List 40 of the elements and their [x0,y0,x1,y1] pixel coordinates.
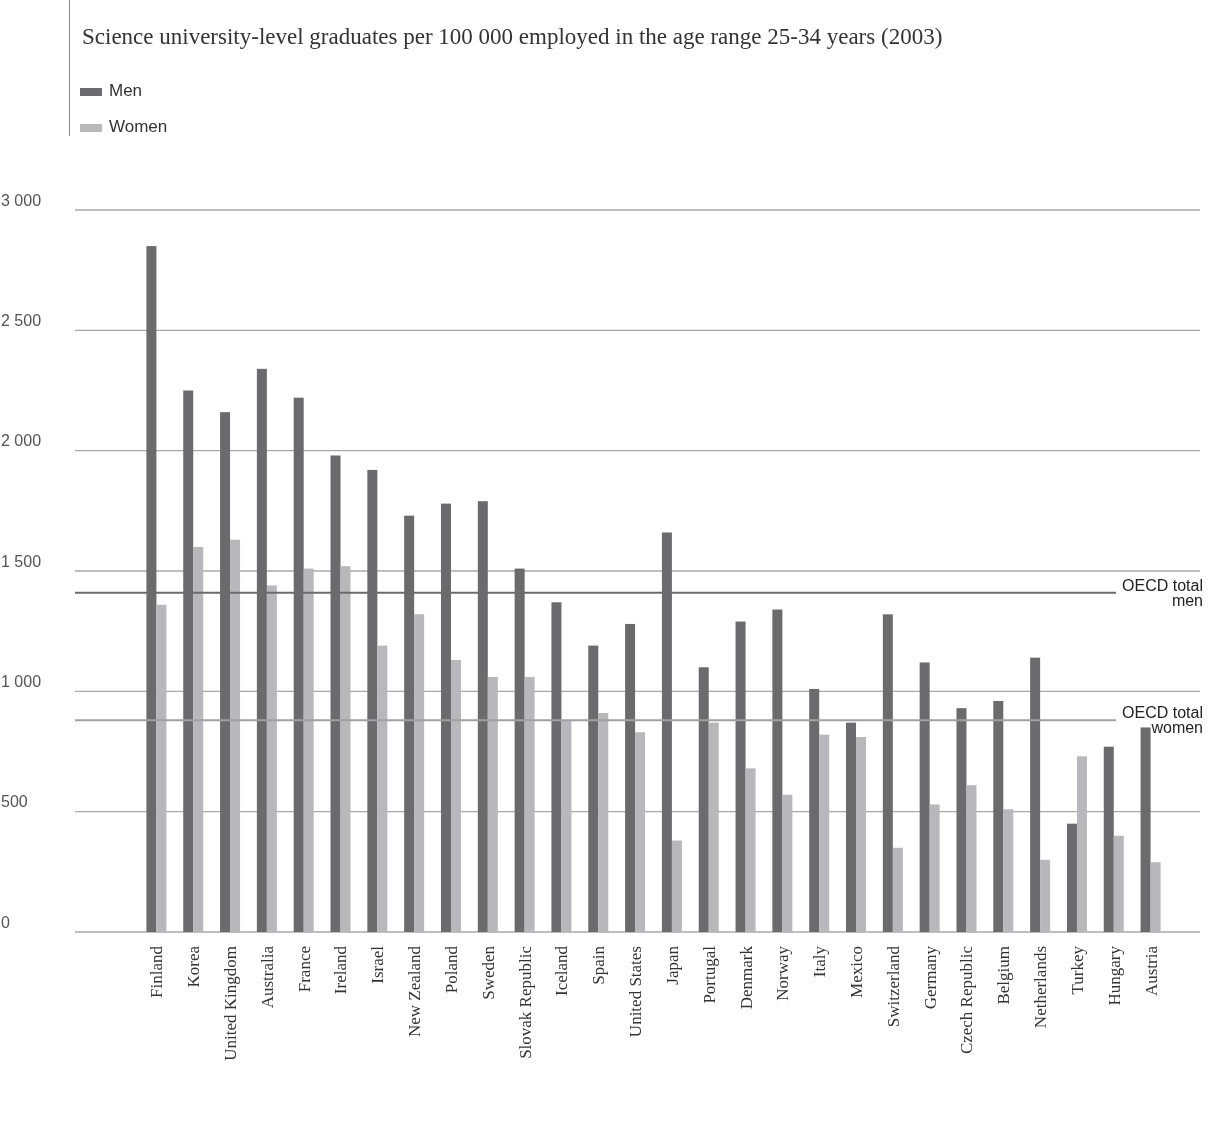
x-tick-label: Norway [773,945,793,1001]
x-tick-label: Iceland [552,945,572,997]
x-tick-label: Australia [257,945,277,1009]
x-tick-label: France [294,946,314,993]
y-tick-label: 500 [1,793,28,811]
x-tick-label: Korea [184,945,204,988]
x-tick-label: Mexico [846,946,866,998]
x-tick-label: Netherlands [1031,946,1051,1029]
x-tick-label: Finland [147,945,167,998]
chart-title: Science university-level graduates per 100 000 employed in the age range 25-34 years (2003) [82,24,943,49]
x-tick-label: Belgium [994,946,1014,1005]
x-tick-label: Hungary [1104,945,1124,1006]
y-tick-label: 3 000 [1,191,42,209]
y-tick-label: 2 000 [1,432,42,450]
x-tick-label: Turkey [1067,945,1087,995]
y-tick-label: 1 500 [1,552,42,570]
x-tick-label: Austria [1141,945,1161,997]
y-tick-label: 2 500 [1,311,42,329]
ref-line-label: OECD total women [1122,704,1203,737]
x-tick-label: Germany [920,945,940,1010]
x-tick-label: Ireland [331,945,351,995]
x-tick-label: Spain [589,945,609,985]
y-tick-label: 0 [1,913,10,931]
x-tick-label: Slovak Republic [515,945,535,1059]
x-tick-label: Israel [368,945,388,984]
x-tick-label: Japan [662,945,682,985]
x-tick-label: Italy [810,945,830,978]
x-tick-label: United Kingdom [221,946,240,1061]
x-tick-label: Switzerland [883,945,903,1028]
legend-label: Men [109,81,143,100]
x-tick-label: Sweden [478,945,498,1000]
ref-line-label: OECD total men [1122,576,1203,609]
y-tick-label: 1 000 [1,672,42,690]
x-tick-label: United States [626,946,646,1038]
x-tick-label: Denmark [736,945,756,1010]
x-tick-label: Poland [441,945,461,994]
x-tick-label: Portugal [699,945,719,1004]
legend-label: Women [109,117,168,136]
x-tick-label: Czech Republic [957,945,977,1055]
x-tick-label: New Zealand [405,945,425,1038]
